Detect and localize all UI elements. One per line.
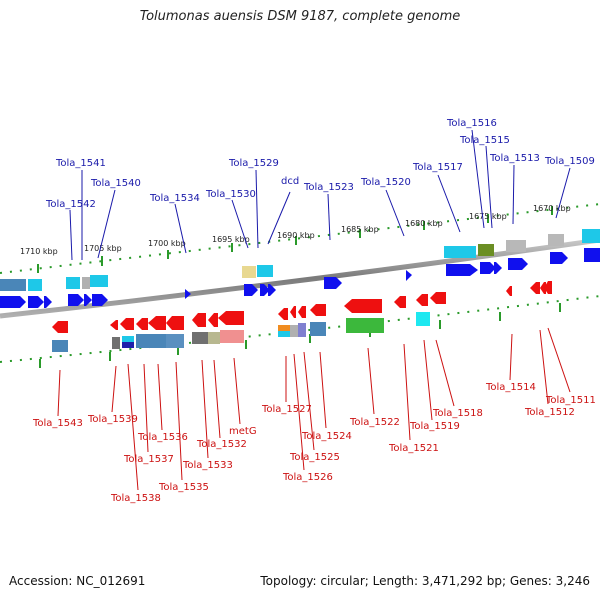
gene-label-tola-1527[interactable]: Tola_1527 [261, 404, 312, 415]
gene-label-tola-1515[interactable]: Tola_1515 [459, 135, 510, 146]
top-label-leaders [69, 129, 571, 261]
gene-label-tola-1522[interactable]: Tola_1522 [349, 417, 400, 428]
gene-label-tola-1512[interactable]: Tola_1512 [524, 407, 575, 418]
major-ticks-upper [37, 206, 553, 273]
gene-label-tola-1509[interactable]: Tola_1509 [544, 156, 595, 167]
kbp-label: 1680 kbp [405, 219, 443, 228]
gene-label-tola-1538[interactable]: Tola_1538 [110, 493, 161, 504]
kbp-label: 1685 kbp [341, 225, 379, 234]
outer-scale-ring [0, 203, 600, 274]
gene-label-tola-1541[interactable]: Tola_1541 [55, 158, 106, 169]
gene-label-tola-1518[interactable]: Tola_1518 [432, 408, 483, 419]
gene-label-tola-1534[interactable]: Tola_1534 [149, 193, 200, 204]
kbp-label: 1675 kbp [469, 212, 507, 221]
gene-label-tola-1536[interactable]: Tola_1536 [137, 432, 188, 443]
gene-label-tola-1517[interactable]: Tola_1517 [412, 162, 463, 173]
reverse-genes-lower [52, 281, 552, 333]
gene-label-tola-1520[interactable]: Tola_1520 [360, 177, 411, 188]
kbp-label: 1690 kbp [277, 231, 315, 240]
kbp-label: 1700 kbp [148, 239, 186, 248]
gene-label-tola-1540[interactable]: Tola_1540 [90, 178, 141, 189]
gene-label-tola-1526[interactable]: Tola_1526 [282, 472, 333, 483]
gene-label-tola-1519[interactable]: Tola_1519 [409, 421, 460, 432]
gene-label-tola-1529[interactable]: Tola_1529 [228, 158, 279, 169]
genome-map: 1710 kbp 1705 kbp 1700 kbp 1695 kbp 1690… [0, 118, 600, 504]
gene-label-dcd[interactable]: dcd [281, 176, 299, 187]
accession-text: Accession: NC_012691 [9, 574, 146, 588]
kbp-label: 1670 kbp [533, 204, 571, 213]
gene-label-tola-1543[interactable]: Tola_1543 [32, 418, 83, 429]
gene-label-tola-1542[interactable]: Tola_1542 [45, 199, 96, 210]
map-title: Tolumonas auensis DSM 9187, complete gen… [139, 9, 461, 24]
kbp-label: 1705 kbp [84, 244, 122, 253]
gene-label-tola-1523[interactable]: Tola_1523 [303, 182, 354, 193]
gene-label-tola-1525[interactable]: Tola_1525 [289, 452, 340, 463]
gene-label-tola-1532[interactable]: Tola_1532 [196, 439, 247, 450]
gene-label-tola-1514[interactable]: Tola_1514 [485, 382, 536, 393]
gene-label-tola-1511[interactable]: Tola_1511 [545, 395, 596, 406]
kbp-label: 1695 kbp [212, 235, 250, 244]
gene-label-tola-1535[interactable]: Tola_1535 [158, 482, 209, 493]
feature-track-lower [52, 312, 430, 352]
gene-label-tola-1530[interactable]: Tola_1530 [205, 189, 256, 200]
gene-label-metg[interactable]: metG [229, 426, 257, 437]
topology-text: Topology: circular; Length: 3,471,292 bp… [260, 574, 590, 588]
gene-label-tola-1516[interactable]: Tola_1516 [446, 118, 497, 129]
gene-label-tola-1521[interactable]: Tola_1521 [388, 443, 439, 454]
gene-label-tola-1524[interactable]: Tola_1524 [301, 431, 352, 442]
gene-label-tola-1537[interactable]: Tola_1537 [123, 454, 174, 465]
gene-label-tola-1513[interactable]: Tola_1513 [489, 153, 540, 164]
bottom-label-leaders [57, 327, 571, 491]
kbp-label: 1710 kbp [20, 247, 58, 256]
forward-genes-upper [0, 248, 600, 308]
feature-track-upper [0, 229, 600, 291]
gene-label-tola-1533[interactable]: Tola_1533 [182, 460, 233, 471]
gene-label-tola-1539[interactable]: Tola_1539 [87, 414, 138, 425]
